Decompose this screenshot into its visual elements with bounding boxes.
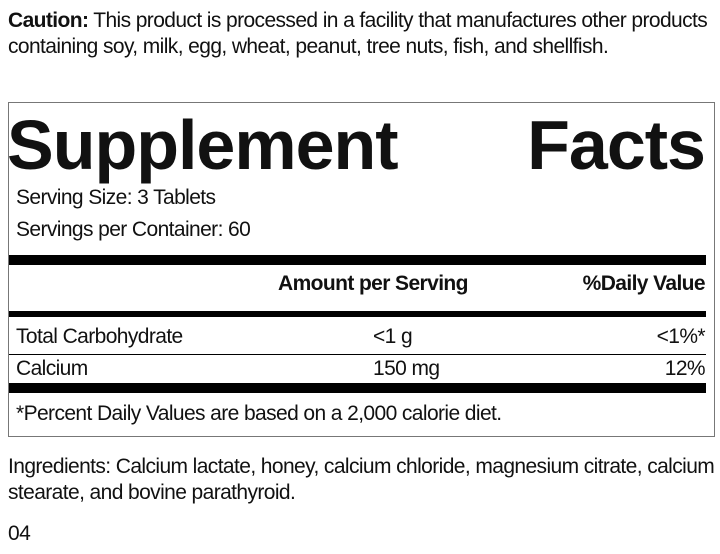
row-name: Calcium bbox=[16, 357, 88, 380]
row-dv: <1%* bbox=[656, 325, 706, 348]
product-code: 04 bbox=[8, 522, 31, 545]
caution-label: Caution: bbox=[8, 9, 89, 32]
title-word: Facts bbox=[527, 106, 706, 184]
amount-header: Amount per Serving bbox=[278, 272, 468, 295]
thick-divider bbox=[9, 255, 706, 265]
row-amount: 150 mg bbox=[373, 357, 440, 380]
footnote: *Percent Daily Values are based on a 2,0… bbox=[16, 402, 502, 425]
dv-header: %Daily Value bbox=[582, 272, 706, 295]
ingredients: Ingredients: Calcium lactate, honey, cal… bbox=[8, 455, 715, 504]
medium-divider bbox=[9, 311, 706, 317]
supplement-facts-panel bbox=[8, 102, 715, 437]
caution-statement: Caution: This product is processed in a … bbox=[8, 8, 720, 60]
title-word: Supplement bbox=[7, 106, 399, 184]
thick-divider bbox=[9, 383, 706, 393]
row-divider bbox=[9, 354, 706, 355]
panel-title: Supplement Facts bbox=[7, 105, 706, 185]
row-dv: 12% bbox=[664, 357, 706, 380]
row-amount: <1 g bbox=[373, 325, 413, 348]
servings-per-container: Servings per Container: 60 bbox=[16, 218, 251, 241]
row-name: Total Carbohydrate bbox=[16, 325, 183, 348]
serving-size: Serving Size: 3 Tablets bbox=[16, 186, 216, 209]
caution-text: This product is processed in a facility … bbox=[8, 9, 708, 58]
